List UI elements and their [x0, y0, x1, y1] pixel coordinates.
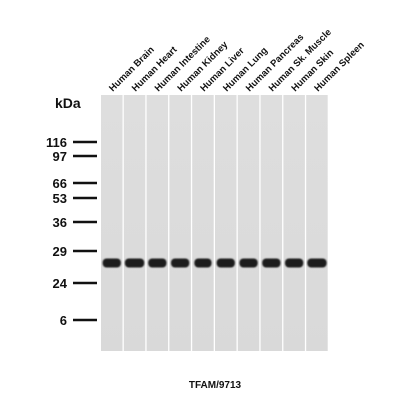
band: [262, 258, 281, 268]
band: [239, 258, 258, 268]
lane: [123, 95, 146, 351]
lane: [237, 95, 260, 351]
band: [216, 258, 235, 268]
lane: [169, 95, 191, 351]
band: [124, 258, 145, 268]
band: [194, 258, 212, 268]
marker-label: 24: [53, 276, 68, 291]
marker-label: 97: [53, 149, 67, 164]
marker-label: 66: [53, 176, 67, 191]
unit-label: kDa: [55, 95, 81, 111]
band: [102, 258, 121, 268]
lane: [215, 95, 237, 351]
band: [307, 258, 327, 268]
marker-label: 36: [53, 215, 67, 230]
band: [285, 258, 304, 268]
lane: [260, 95, 283, 351]
band: [148, 258, 167, 268]
lane: [101, 95, 123, 351]
band: [171, 258, 190, 268]
lane: [283, 95, 305, 351]
lane: [146, 95, 169, 351]
marker-label: 116: [46, 135, 67, 150]
marker-label: 6: [60, 313, 67, 328]
lane: [306, 95, 328, 351]
marker-label: 53: [53, 191, 67, 206]
marker-label: 29: [53, 244, 67, 259]
lane: [192, 95, 214, 351]
caption: TFAM/9713: [189, 380, 242, 391]
